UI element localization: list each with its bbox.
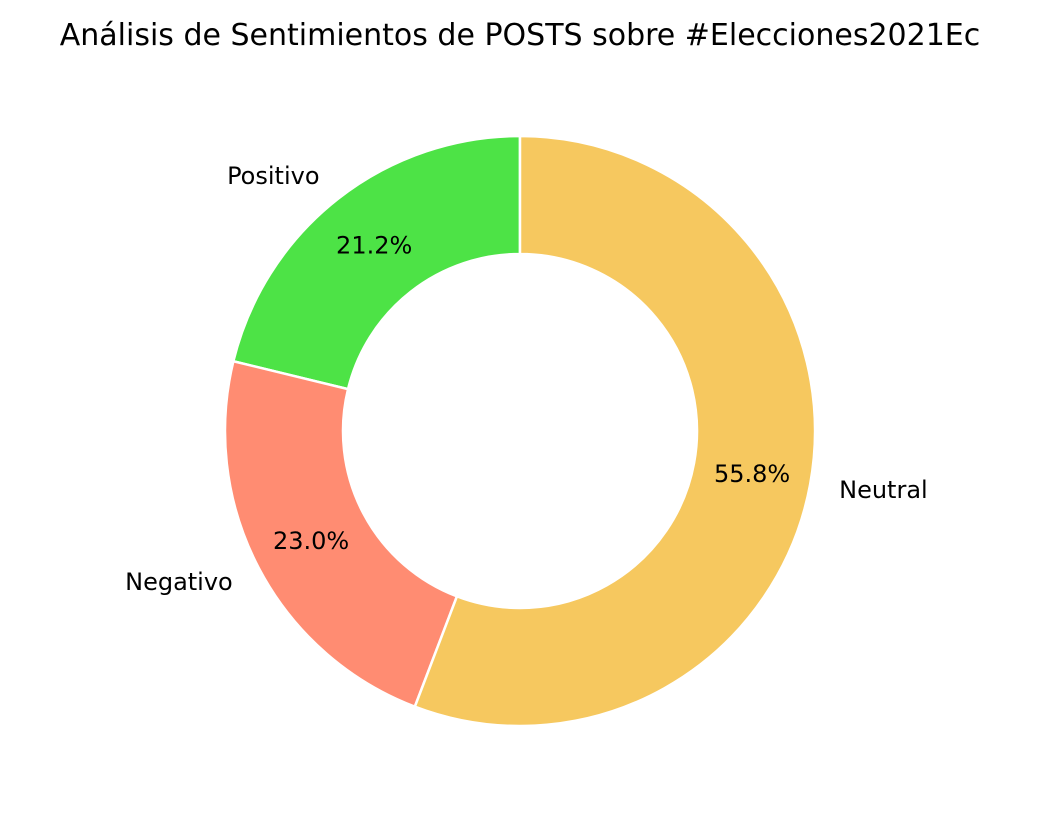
labels-layer: Positivo 21.2% Negativo 23.0% Neutral 55.8% (125, 162, 928, 596)
slice-neutral (413, 134, 817, 728)
slice-positivo (232, 134, 522, 391)
slice-percent-negativo: 23.0% (273, 527, 349, 555)
slice-label-positivo: Positivo (227, 162, 319, 190)
slices-layer (223, 134, 817, 728)
slice-label-negativo: Negativo (125, 568, 233, 596)
chart-title: Análisis de Sentimientos de POSTS sobre … (60, 18, 981, 53)
slice-negativo (223, 359, 459, 708)
slice-label-neutral: Neutral (839, 476, 928, 504)
slice-percent-neutral: 55.8% (714, 460, 790, 488)
slice-percent-positivo: 21.2% (336, 231, 412, 259)
